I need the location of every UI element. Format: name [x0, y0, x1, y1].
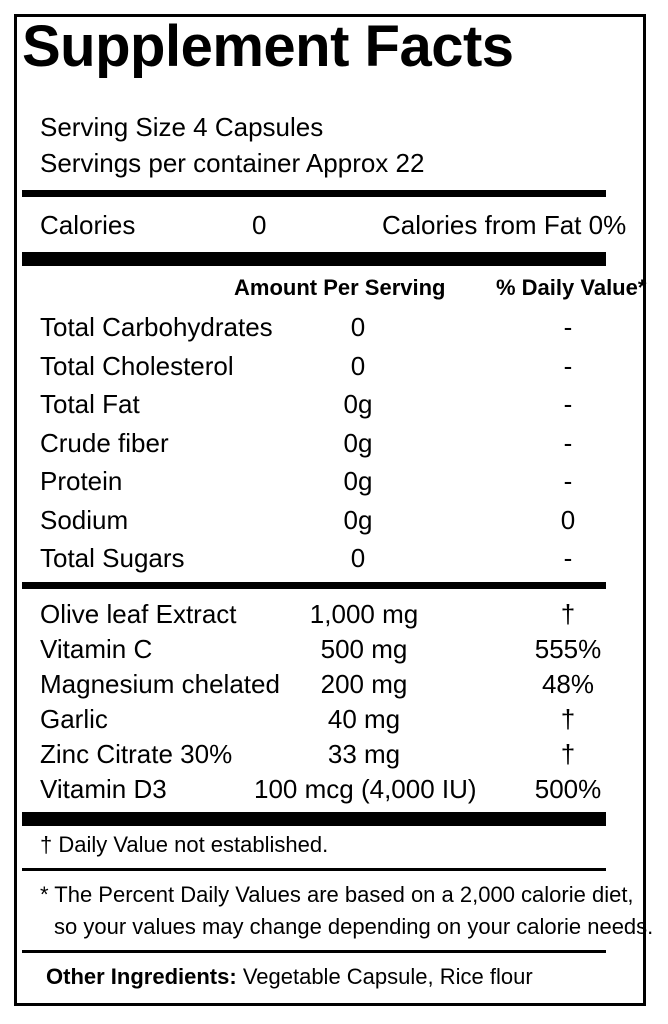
- ingredient-amount: 200 mg: [320, 669, 408, 699]
- ingredient-amount: 500 mg: [320, 634, 408, 664]
- divider-other-ingredients: [22, 950, 606, 953]
- panel-title: Supplement Facts: [22, 14, 514, 79]
- nutrient-daily-value: -: [563, 350, 573, 381]
- ingredient-name: Zinc Citrate 30%: [40, 739, 233, 769]
- nutrient-daily-value: -: [563, 466, 573, 496]
- nutrient-name: Crude fiber: [40, 427, 169, 458]
- other-ingredients-value: Vegetable Capsule, Rice flour: [242, 964, 533, 989]
- calories-label: Calories: [40, 210, 136, 240]
- nutrient-daily-value: 0: [560, 504, 576, 535]
- ingredient-name: Magnesium chelated: [40, 669, 280, 699]
- serving-size: Serving Size 4 Capsules: [40, 112, 324, 142]
- nutrient-name: Total Fat: [40, 389, 140, 419]
- ingredient-amount: 100 mcg (4,000 IU): [254, 774, 477, 804]
- nutrient-amount: 0: [350, 312, 366, 342]
- ingredient-name: Garlic: [40, 704, 108, 734]
- ingredient-amount: 33 mg: [327, 739, 401, 769]
- divider-ingredients: [22, 812, 606, 826]
- nutrient-name: Sodium: [40, 504, 129, 535]
- nutrient-daily-value: -: [563, 543, 573, 573]
- ingredient-name: Vitamin D3: [40, 774, 167, 804]
- ingredient-daily-value: †: [560, 704, 576, 734]
- ingredient-name: Vitamin C: [40, 634, 153, 664]
- divider-footnote: [22, 868, 606, 871]
- footnote-dagger: † Daily Value not established.: [40, 832, 329, 857]
- ingredient-name: Olive leaf Extract: [40, 599, 237, 629]
- ingredient-amount: 40 mg: [327, 704, 401, 734]
- nutrient-daily-value: -: [563, 312, 573, 342]
- other-ingredients: Other Ingredients: Vegetable Capsule, Ri…: [46, 966, 533, 988]
- ingredient-daily-value: 48%: [541, 669, 595, 699]
- other-ingredients-label: Other Ingredients:: [46, 964, 237, 989]
- supplement-facts-panel: [14, 14, 646, 1006]
- ingredient-daily-value: †: [560, 599, 576, 629]
- nutrient-amount: 0g: [343, 466, 373, 496]
- nutrient-name: Protein: [40, 466, 123, 496]
- calories-value: 0: [252, 210, 267, 240]
- nutrient-amount: 0g: [343, 389, 373, 419]
- footnote-percent-line1: * The Percent Daily Values are based on …: [40, 882, 634, 907]
- ingredient-amount: 1,000 mg: [309, 599, 419, 629]
- footnote-percent-line2: so your values may change depending on y…: [54, 914, 654, 939]
- nutrient-name: Total Carbohydrates: [40, 312, 273, 342]
- nutrient-amount: 0g: [343, 427, 373, 458]
- nutrient-amount: 0g: [343, 504, 373, 535]
- divider-calories: [22, 252, 606, 266]
- nutrient-amount: 0: [350, 543, 366, 573]
- ingredient-daily-value: †: [560, 739, 576, 769]
- ingredient-daily-value: 500%: [534, 774, 602, 804]
- nutrient-name: Total Cholesterol: [40, 350, 234, 381]
- calories-from-fat: Calories from Fat 0%: [382, 210, 627, 240]
- nutrient-name: Total Sugars: [40, 543, 185, 573]
- divider-top: [22, 190, 606, 197]
- servings-per-container: Servings per container Approx 22: [40, 148, 425, 178]
- nutrient-daily-value: -: [563, 427, 573, 458]
- ingredient-daily-value: 555%: [534, 634, 602, 664]
- nutrient-amount: 0: [350, 350, 366, 381]
- divider-nutrients: [22, 582, 606, 589]
- nutrient-daily-value: -: [563, 389, 573, 419]
- header-daily-value: % Daily Value*: [496, 275, 647, 300]
- header-amount-per-serving: Amount Per Serving: [234, 275, 446, 300]
